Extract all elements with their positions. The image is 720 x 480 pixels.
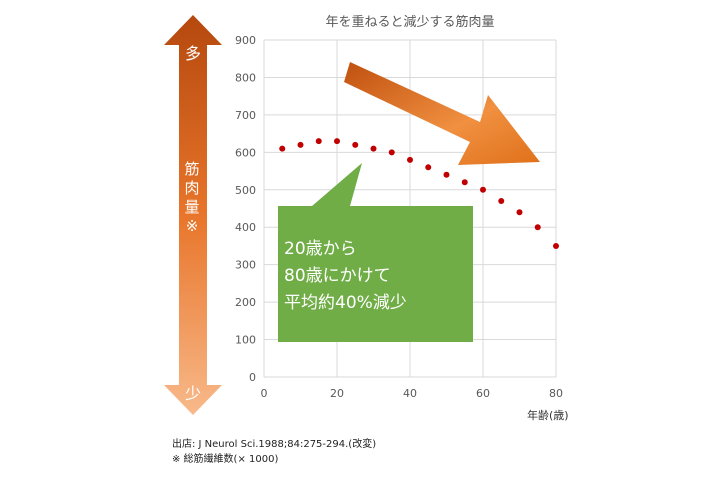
y-tick-label: 300 — [235, 259, 256, 272]
data-point — [315, 138, 322, 145]
source-citation: 出店: J Neurol Sci.1988;84:275-294.(改変) — [172, 439, 377, 450]
data-point — [352, 141, 359, 148]
y-tick-label: 200 — [235, 296, 256, 309]
decline-arrow — [344, 62, 540, 165]
y-tick-label: 600 — [235, 146, 256, 159]
y-tick-label: 500 — [235, 184, 256, 197]
source-footnote: ※ 総筋繊維数(× 1000) — [172, 454, 279, 465]
y-tick-label: 100 — [235, 334, 256, 347]
arrow-top-label: 多 — [184, 44, 201, 63]
x-tick-label: 40 — [403, 387, 417, 400]
data-point — [498, 198, 505, 205]
arrow-bottom-label: 少 — [184, 384, 201, 403]
arrow-middle-char: ※ — [185, 217, 199, 235]
data-point — [407, 156, 413, 163]
data-point — [425, 164, 432, 171]
y-tick-label: 0 — [249, 371, 256, 384]
data-point — [388, 149, 395, 156]
y-tick-label: 800 — [235, 71, 256, 84]
muscle-amount-arrow — [164, 15, 222, 415]
data-point — [461, 179, 468, 186]
y-tick-label: 900 — [235, 34, 256, 47]
callout-line-2: 80歳にかけて — [284, 266, 391, 286]
chart-title: 年を重ねると減少する筋肉量 — [325, 15, 495, 30]
x-tick-label: 80 — [549, 387, 563, 400]
callout-box — [278, 163, 473, 342]
arrow-middle-label: 筋肉量 ※ — [181, 160, 203, 236]
arrow-middle-char: 量 — [184, 198, 200, 216]
y-tick-label: 700 — [235, 109, 256, 122]
data-point — [279, 145, 286, 152]
arrow-middle-char: 肉 — [184, 179, 200, 197]
source-note: 出店: J Neurol Sci.1988;84:275-294.(改変) ※ … — [172, 437, 376, 467]
data-point — [443, 171, 450, 178]
callout-line-3: 平均約40%減少 — [284, 293, 407, 313]
x-tick-label: 60 — [476, 387, 490, 400]
data-point — [480, 186, 486, 193]
callout-text: 20歳から 80歳にかけて 平均約40%減少 — [284, 236, 469, 317]
data-point — [553, 242, 559, 249]
data-point — [370, 145, 377, 152]
data-point — [516, 209, 523, 216]
x-tick-label: 0 — [261, 387, 268, 400]
data-point — [334, 138, 340, 145]
arrow-middle-char: 筋 — [184, 160, 200, 178]
y-tick-label: 400 — [235, 221, 256, 234]
x-axis-label: 年齢(歳) — [527, 409, 569, 422]
x-tick-label: 20 — [330, 387, 344, 400]
callout-line-1: 20歳から — [284, 239, 357, 259]
data-point — [297, 141, 304, 148]
data-point — [534, 224, 541, 231]
